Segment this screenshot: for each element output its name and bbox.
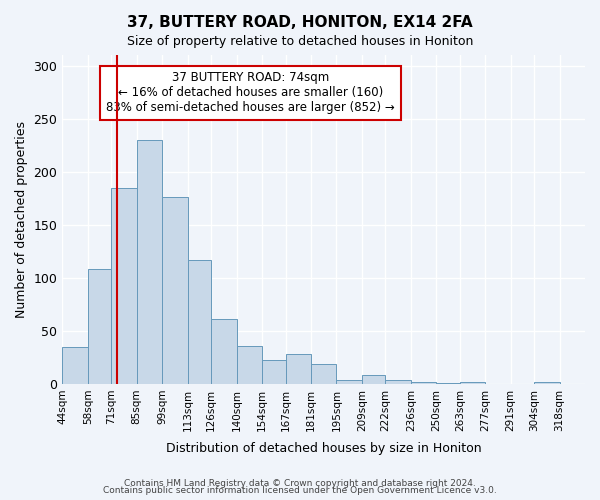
Bar (311, 364, 337, 384)
Bar (385, 380, 411, 384)
Bar (162, 197, 188, 384)
Bar (111, 188, 137, 384)
Bar (211, 319, 236, 384)
Y-axis label: Number of detached properties: Number of detached properties (15, 121, 28, 318)
Bar (460, 382, 485, 384)
Bar (137, 140, 162, 384)
Text: Contains HM Land Registry data © Crown copyright and database right 2024.: Contains HM Land Registry data © Crown c… (124, 478, 476, 488)
Text: Contains public sector information licensed under the Open Government Licence v3: Contains public sector information licen… (103, 486, 497, 495)
Bar (534, 382, 560, 384)
Bar (262, 360, 286, 384)
Bar (286, 354, 311, 384)
Text: 37, BUTTERY ROAD, HONITON, EX14 2FA: 37, BUTTERY ROAD, HONITON, EX14 2FA (127, 15, 473, 30)
Bar (236, 346, 262, 384)
Bar (362, 376, 385, 384)
Bar (188, 260, 211, 384)
Bar (436, 383, 460, 384)
Bar (62, 347, 88, 384)
X-axis label: Distribution of detached houses by size in Honiton: Distribution of detached houses by size … (166, 442, 481, 455)
Text: 37 BUTTERY ROAD: 74sqm
← 16% of detached houses are smaller (160)
83% of semi-de: 37 BUTTERY ROAD: 74sqm ← 16% of detached… (106, 72, 395, 114)
Text: Size of property relative to detached houses in Honiton: Size of property relative to detached ho… (127, 35, 473, 48)
Bar (337, 380, 362, 384)
Bar (411, 382, 436, 384)
Bar (88, 270, 111, 384)
